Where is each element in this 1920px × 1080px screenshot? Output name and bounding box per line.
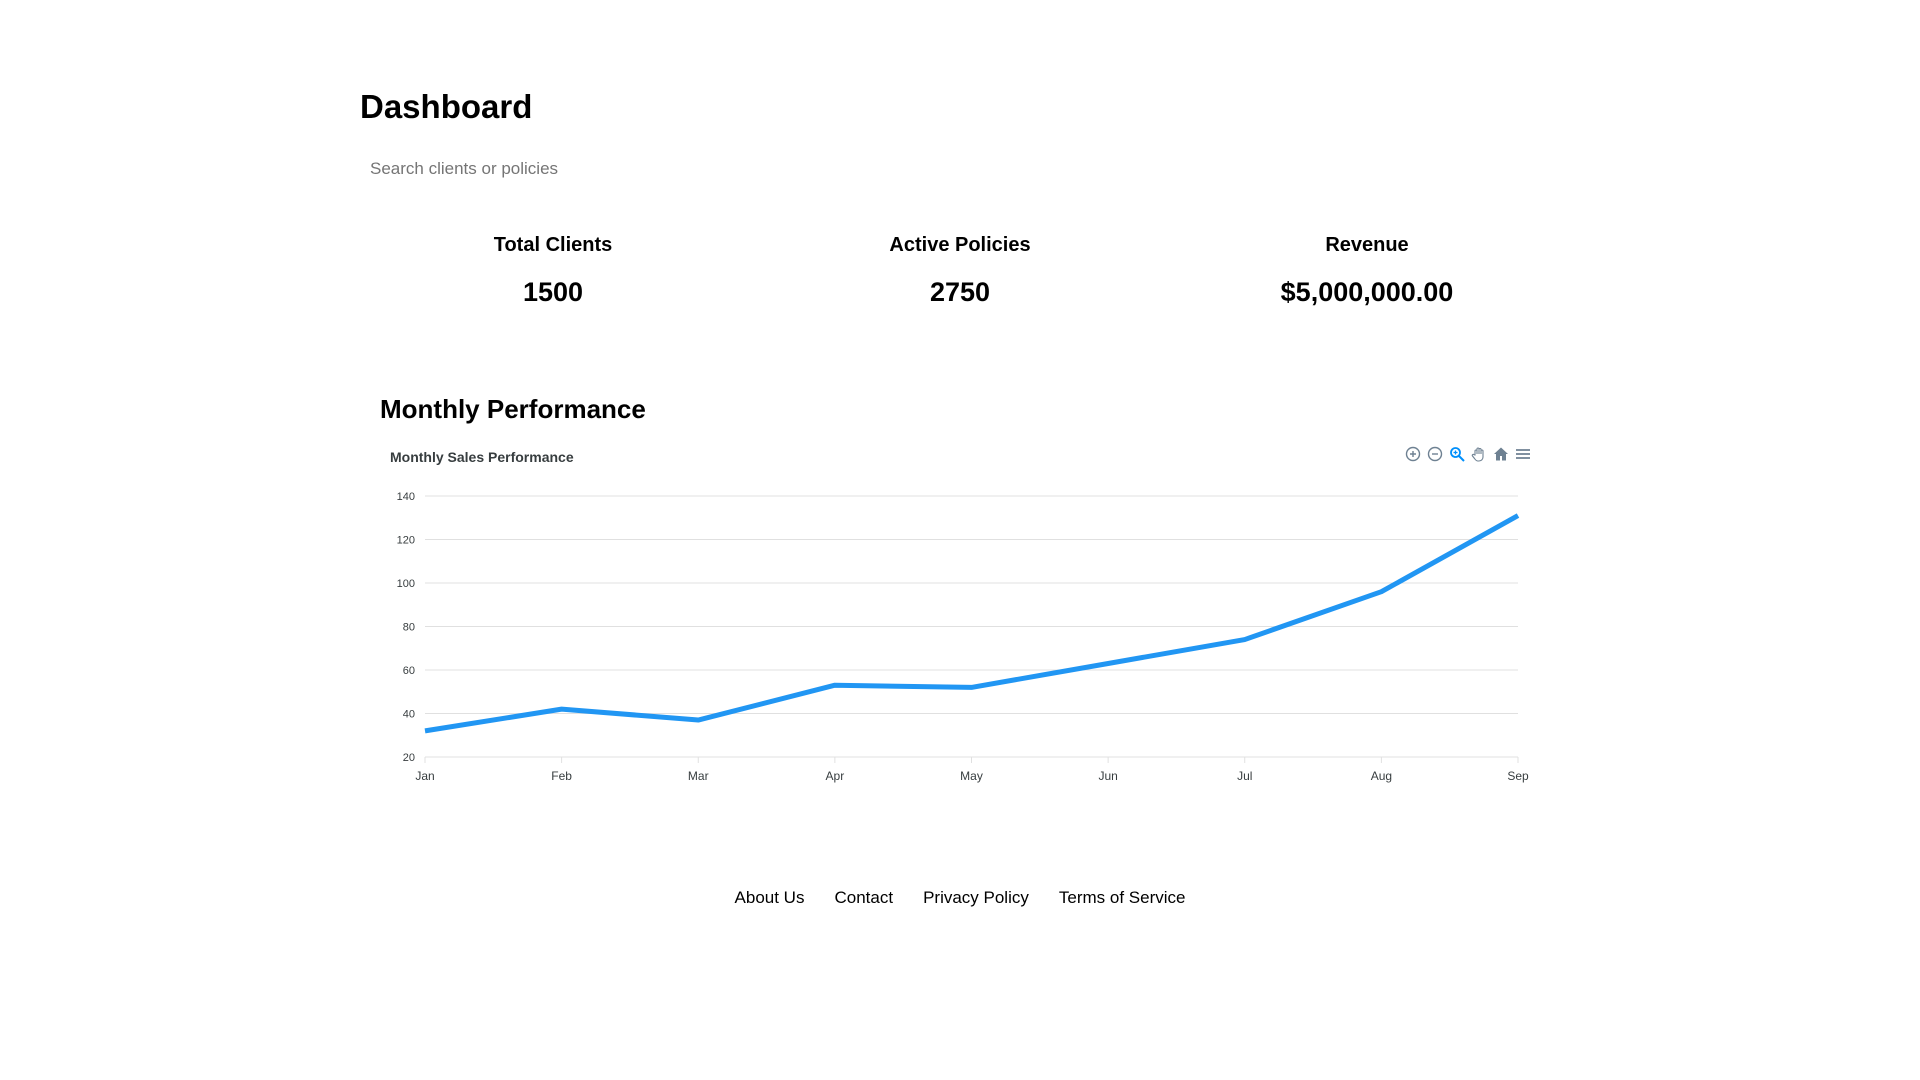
footer: About Us Contact Privacy Policy Terms of… xyxy=(0,888,1920,908)
chart-title: Monthly Sales Performance xyxy=(390,449,574,465)
y-tick-label: 140 xyxy=(397,491,415,503)
y-tick-label: 80 xyxy=(403,622,415,634)
stat-total-clients: Total Clients 1500 xyxy=(363,234,743,308)
y-tick-label: 20 xyxy=(403,752,415,764)
zoom-in-icon[interactable] xyxy=(1405,446,1421,462)
stat-value: 1500 xyxy=(522,277,584,307)
x-tick-label: May xyxy=(960,769,983,783)
pan-icon[interactable] xyxy=(1471,446,1487,462)
x-tick-label: Jan xyxy=(415,769,434,783)
x-tick-label: Aug xyxy=(1371,769,1392,783)
stat-label: Active Policies xyxy=(889,234,1031,256)
x-tick-label: Jul xyxy=(1237,769,1252,783)
y-tick-label: 120 xyxy=(397,535,415,547)
stat-label: Total Clients xyxy=(493,234,613,256)
footer-link-terms[interactable]: Terms of Service xyxy=(1058,888,1186,907)
footer-link-privacy[interactable]: Privacy Policy xyxy=(923,888,1029,907)
x-tick-label: Apr xyxy=(826,769,845,783)
chart-toolbar xyxy=(1405,446,1531,462)
search-input[interactable] xyxy=(360,152,780,186)
y-tick-label: 40 xyxy=(403,709,415,721)
x-tick-label: Sep xyxy=(1507,769,1529,783)
stat-revenue: Revenue $5,000,000.00 xyxy=(1177,234,1557,308)
x-tick-label: Feb xyxy=(551,769,572,783)
stat-value: $5,000,000.00 xyxy=(1280,277,1454,307)
footer-link-contact[interactable]: Contact xyxy=(834,888,894,907)
zoom-out-icon[interactable] xyxy=(1427,446,1443,462)
stat-label: Revenue xyxy=(1325,234,1409,256)
selection-zoom-icon[interactable] xyxy=(1449,446,1465,462)
y-tick-label: 100 xyxy=(397,578,415,590)
y-tick-label: 60 xyxy=(403,665,415,677)
menu-icon[interactable] xyxy=(1515,446,1531,462)
series-line xyxy=(424,513,1520,734)
x-tick-label: Jun xyxy=(1098,769,1117,783)
section-title: Monthly Performance xyxy=(380,394,646,424)
stat-active-policies: Active Policies 2750 xyxy=(770,234,1150,308)
x-tick-label: Mar xyxy=(688,769,709,783)
reset-home-icon[interactable] xyxy=(1493,446,1509,462)
footer-link-about[interactable]: About Us xyxy=(734,888,805,907)
stat-value: 2750 xyxy=(929,277,991,307)
line-chart: 20 40 60 80 100 120 140 Jan Feb Mar Apr May Jun Jul Au… xyxy=(397,491,1529,783)
page-title: Dashboard xyxy=(360,88,533,125)
